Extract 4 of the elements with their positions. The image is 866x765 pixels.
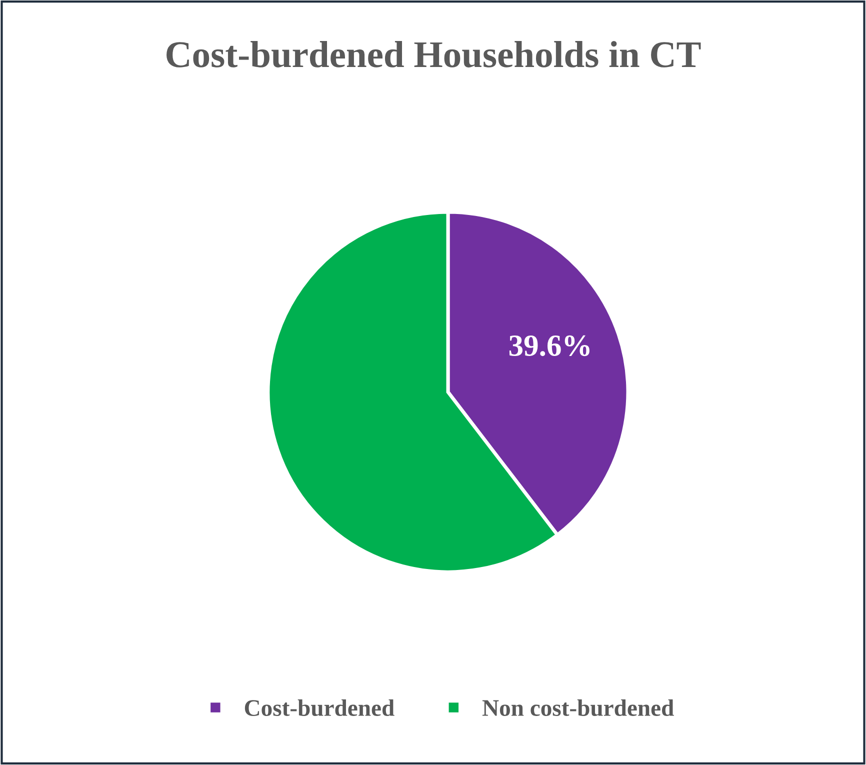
legend-label: Non cost-burdened	[482, 699, 674, 716]
data-label: 39.6%	[509, 335, 590, 356]
legend-label: Cost-burdened	[244, 699, 394, 716]
chart-title: Cost-burdened Households in CT	[166, 40, 701, 68]
